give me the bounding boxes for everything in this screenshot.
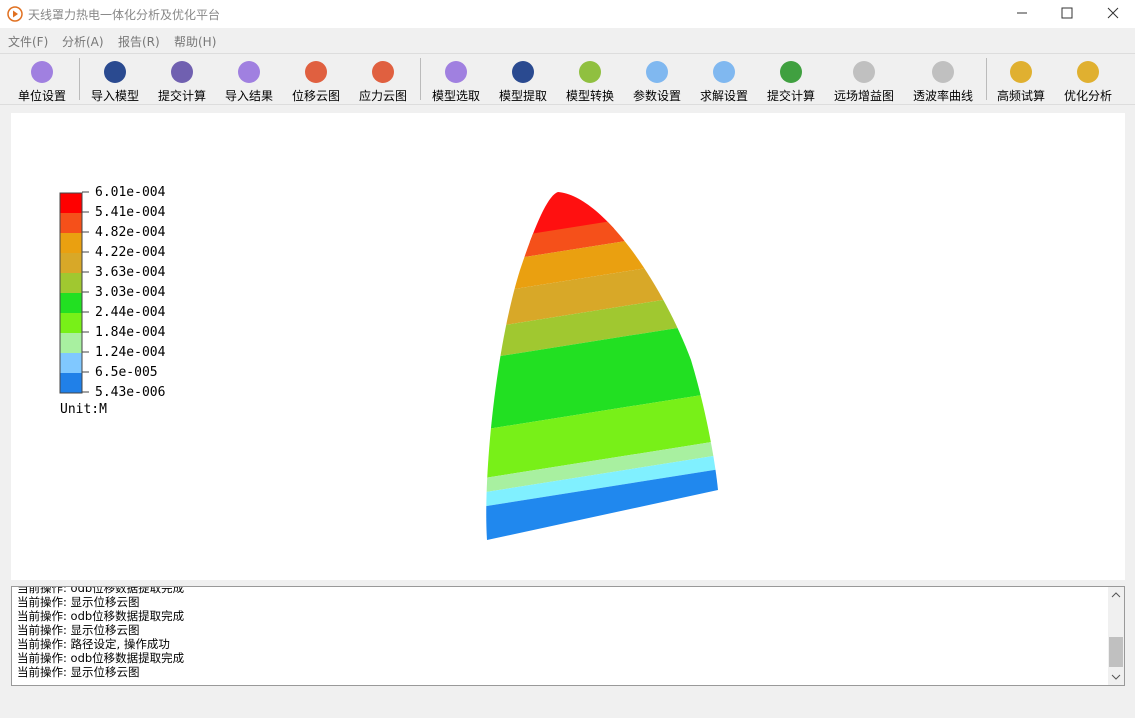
button-label: 模型选取 <box>431 89 480 103</box>
button-icon <box>1010 61 1032 83</box>
toolbar-button[interactable]: 导入模型 <box>82 54 148 104</box>
toolbar-button[interactable]: 求解设置 <box>691 54 757 104</box>
button-icon <box>171 61 193 83</box>
button-label: 提交计算 <box>157 89 206 103</box>
legend-label: 4.82e-004 <box>95 225 166 240</box>
legend-bar <box>59 192 83 394</box>
menu-item[interactable]: 分析(A) <box>62 35 104 49</box>
log-panel: 当前操作: odb位移数据提取完成 当前操作: 显示位移云图 当前操作: odb位移… <box>11 586 1125 686</box>
button-label: 参数设置 <box>632 89 681 103</box>
button-icon <box>104 61 126 83</box>
toolbar-button[interactable]: 透波率曲线 <box>910 54 976 104</box>
toolbar-button[interactable]: 远场增益图 <box>831 54 897 104</box>
toolbar-button[interactable]: 优化分析 <box>1055 54 1121 104</box>
button-label: 模型转换 <box>565 89 614 103</box>
toolbar-button[interactable]: 提交计算 <box>149 54 215 104</box>
legend-unit: Unit:M <box>60 402 107 417</box>
button-icon <box>1077 61 1099 83</box>
legend-label: 3.63e-004 <box>95 265 166 280</box>
log-line: 当前操作: 显示位移云图 <box>17 623 140 637</box>
button-icon <box>372 61 394 83</box>
menu-item[interactable]: 帮助(H) <box>174 35 217 49</box>
legend-label: 5.41e-004 <box>95 205 166 220</box>
button-icon <box>932 61 954 83</box>
menu-item[interactable]: 报告(R) <box>118 35 160 49</box>
button-icon <box>512 61 534 83</box>
legend-label: 4.22e-004 <box>95 245 166 260</box>
button-icon <box>305 61 327 83</box>
log-line: 当前操作: 显示位移云图 <box>17 665 140 679</box>
button-label: 位移云图 <box>291 89 340 103</box>
app-icon <box>7 6 23 22</box>
menu-bar: 文件(F) 分析(A) 报告(R) 帮助(H) <box>0 28 1135 52</box>
button-icon <box>780 61 802 83</box>
button-icon <box>579 61 601 83</box>
button-icon <box>853 61 875 83</box>
toolbar-button[interactable]: 位移云图 <box>283 54 349 104</box>
button-label: 导入模型 <box>90 89 139 103</box>
toolbar-button[interactable]: 单位设置 <box>9 54 75 104</box>
legend-label: 3.03e-004 <box>95 285 166 300</box>
separator <box>79 58 80 100</box>
legend-label: 6.01e-004 <box>95 185 166 200</box>
contour-plot: 6.01e-004 5.41e-004 4.82e-004 4.22e-004 3.63… <box>59 185 718 540</box>
legend-label: 2.44e-004 <box>95 305 166 320</box>
title-bar: 天线罩力热电一体化分析及优化平台 <box>0 0 1135 28</box>
log-line: 当前操作: odb位移数据提取完成 <box>17 609 185 623</box>
viewport: 6.01e-004 5.41e-004 4.82e-004 4.22e-004 3.63… <box>11 113 1125 580</box>
separator <box>986 58 987 100</box>
button-label: 导入结果 <box>224 89 273 103</box>
button-label: 远场增益图 <box>833 89 894 103</box>
button-label: 应力云图 <box>358 89 407 103</box>
legend-label: 1.84e-004 <box>95 325 166 340</box>
button-icon <box>31 61 53 83</box>
button-label: 求解设置 <box>699 89 748 103</box>
button-label: 高频试算 <box>996 89 1045 103</box>
menu-item[interactable]: 文件(F) <box>8 35 49 49</box>
toolbar-button[interactable]: 导入结果 <box>216 54 282 104</box>
button-label: 透波率曲线 <box>912 89 973 103</box>
toolbar-button[interactable]: 模型提取 <box>490 54 556 104</box>
toolbar: 单位设置 导入模型 提交计算 导入结果 位移云图 应力云图 模型选取 模型提取 模型转换 参数设置… <box>0 53 1135 105</box>
legend-label: 6.5e-005 <box>95 365 158 380</box>
separator <box>420 58 421 100</box>
toolbar-button[interactable]: 高频试算 <box>988 54 1054 104</box>
toolbar-button[interactable]: 提交计算 <box>758 54 824 104</box>
scrollbar[interactable] <box>1108 587 1124 685</box>
button-label: 提交计算 <box>766 89 815 103</box>
button-label: 模型提取 <box>498 89 547 103</box>
window-controls[interactable] <box>1000 0 1135 28</box>
log-line: 当前操作: odb位移数据提取完成 <box>17 586 185 595</box>
button-icon <box>445 61 467 83</box>
log-line: 当前操作: odb位移数据提取完成 <box>17 651 185 665</box>
button-label: 单位设置 <box>17 89 66 103</box>
button-icon <box>646 61 668 83</box>
contour-bands <box>486 192 718 540</box>
toolbar-button[interactable]: 参数设置 <box>624 54 690 104</box>
log-line: 当前操作: 路径设定, 操作成功 <box>17 637 170 651</box>
legend-label: 1.24e-004 <box>95 345 166 360</box>
legend-label: 5.43e-006 <box>95 385 165 400</box>
toolbar-button[interactable]: 模型选取 <box>423 54 489 104</box>
log-line: 当前操作: 显示位移云图 <box>17 595 140 609</box>
toolbar-button[interactable]: 模型转换 <box>557 54 623 104</box>
button-label: 优化分析 <box>1063 89 1112 103</box>
toolbar-button[interactable]: 应力云图 <box>350 54 416 104</box>
window-title: 天线罩力热电一体化分析及优化平台 <box>28 8 221 22</box>
button-icon <box>238 61 260 83</box>
button-icon <box>713 61 735 83</box>
